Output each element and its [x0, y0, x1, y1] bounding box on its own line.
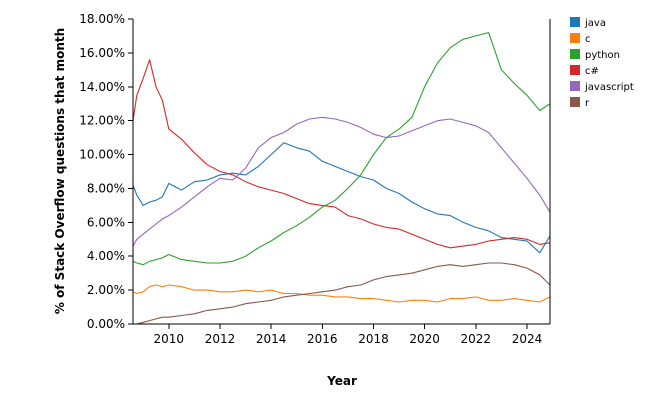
legend-label-r: r [585, 98, 590, 109]
y-tick-label: 6.00% [87, 215, 125, 229]
x-tick-label: 2020 [409, 332, 440, 346]
legend-label-javascript: javascript [584, 82, 634, 93]
y-tick-label: 8.00% [87, 181, 125, 195]
y-tick-label: 4.00% [87, 249, 125, 263]
legend-swatch-c-sharp [570, 65, 580, 75]
legend-swatch-python [570, 49, 580, 59]
x-tick-label: 2012 [205, 332, 236, 346]
x-axis-ticks: 2010 2012 2014 2016 2018 2020 2022 2024 [154, 324, 543, 346]
y-axis-ticks: 0.00% 2.00% 4.00% 6.00% 8.00% 10.00% 12.00% 14.… [79, 12, 133, 331]
series-line-python [132, 32, 551, 266]
y-tick-label: 2.00% [87, 283, 125, 297]
x-tick-label: 2024 [512, 332, 543, 346]
x-tick-label: 2010 [154, 332, 185, 346]
legend-label-java: java [584, 18, 606, 29]
y-tick-label: 14.00% [79, 80, 125, 94]
x-tick-label: 2022 [461, 332, 492, 346]
series-line-c-sharp [132, 59, 551, 249]
y-tick-label: 18.00% [79, 12, 125, 26]
x-axis-title: Year [326, 374, 357, 388]
legend-label-python: python [585, 50, 620, 61]
x-tick-label: 2018 [358, 332, 389, 346]
y-tick-label: 12.00% [79, 114, 125, 128]
legend-swatch-java [570, 17, 580, 27]
x-tick-label: 2016 [307, 332, 338, 346]
legend: java c python c# javascript r [570, 17, 634, 109]
legend-swatch-javascript [570, 81, 580, 91]
legend-label-c-sharp: c# [585, 66, 599, 77]
y-tick-label: 0.00% [87, 317, 125, 331]
series-line-javascript [132, 116, 551, 247]
series-line-c [132, 284, 551, 303]
x-tick-label: 2014 [256, 332, 287, 346]
y-tick-label: 10.00% [79, 148, 125, 162]
series-lines [132, 32, 551, 325]
y-tick-label: 16.00% [79, 46, 125, 60]
series-line-java [132, 142, 551, 254]
legend-swatch-r [570, 97, 580, 107]
y-axis-title: % of Stack Overflow questions that month [53, 28, 67, 314]
legend-swatch-c [570, 33, 580, 43]
legend-label-c: c [585, 34, 591, 45]
axes [132, 19, 551, 325]
series-line-r [133, 262, 551, 325]
